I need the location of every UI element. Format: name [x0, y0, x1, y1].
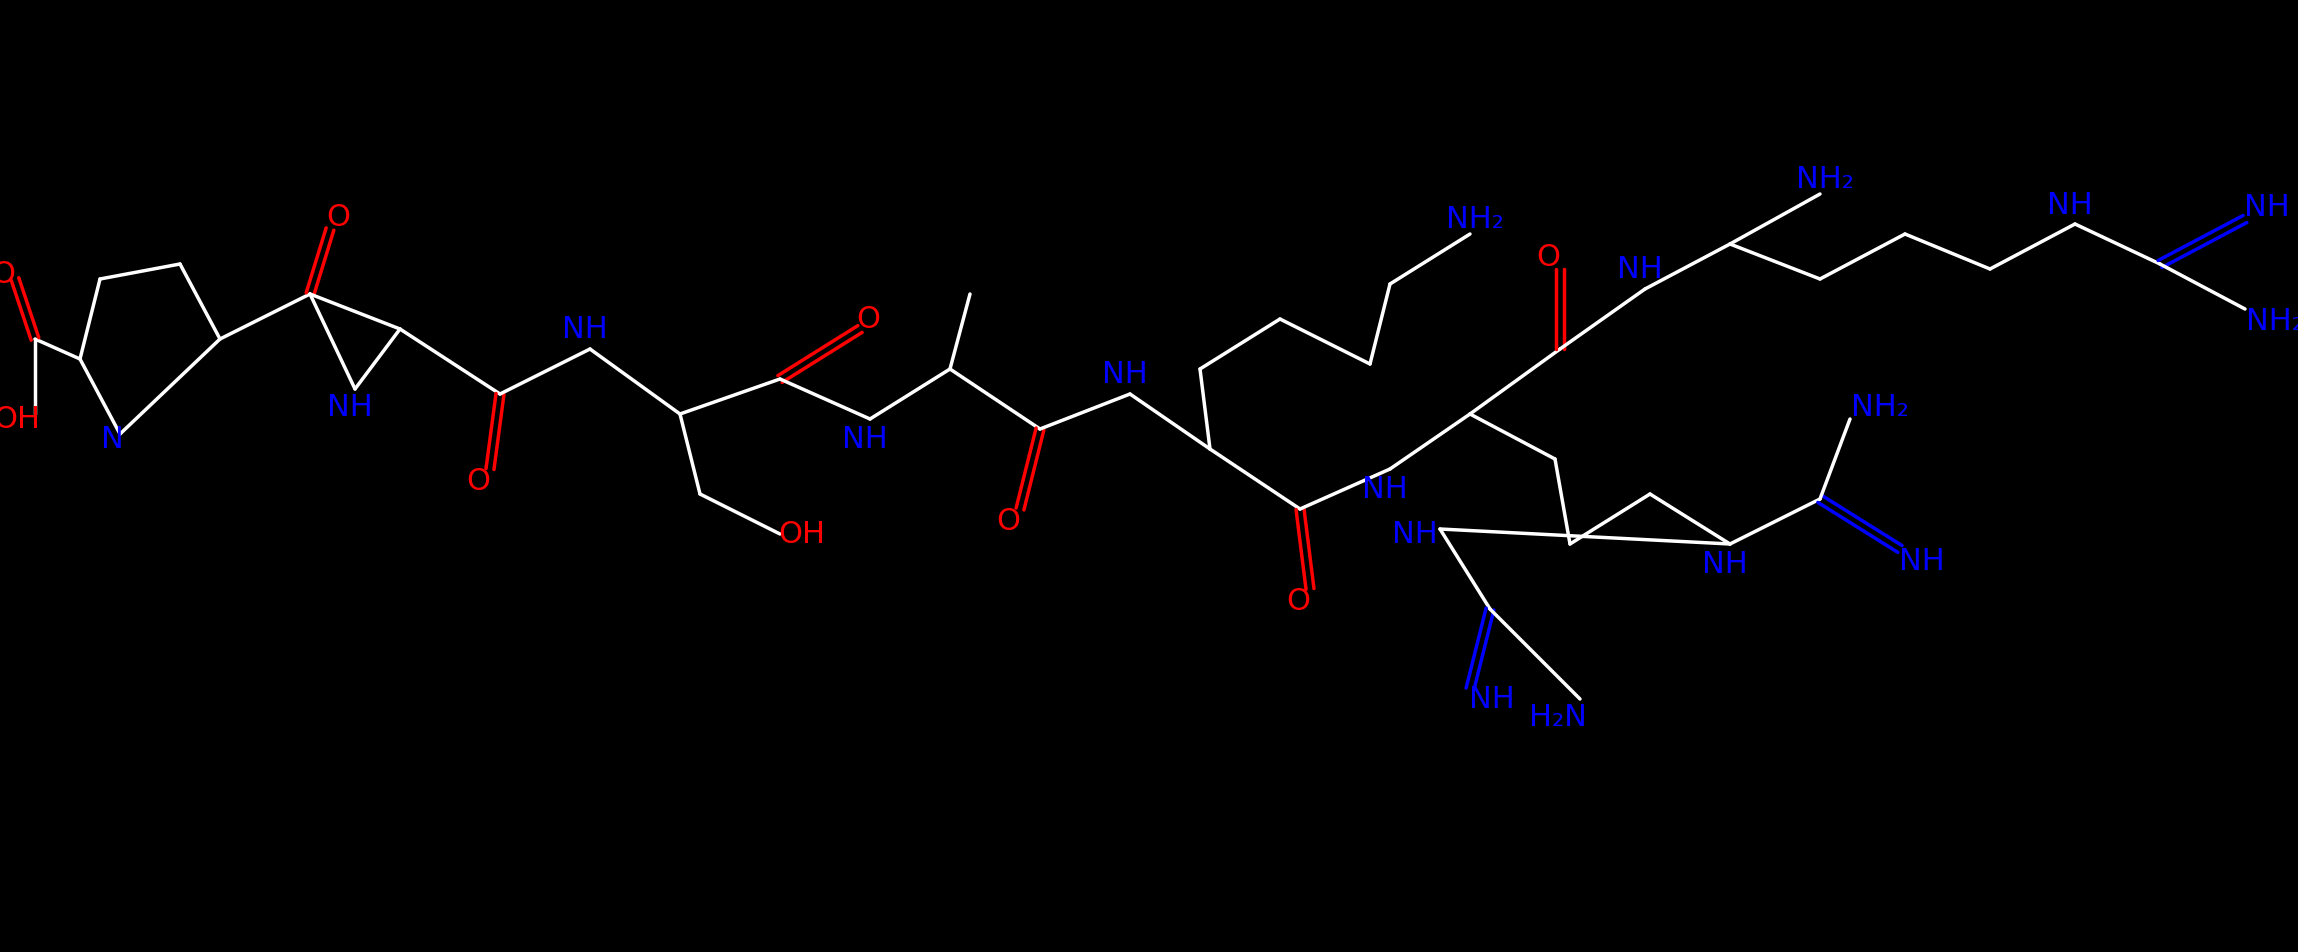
- Text: OH: OH: [0, 405, 41, 434]
- Text: NH: NH: [2048, 190, 2093, 219]
- Text: O: O: [466, 467, 489, 496]
- Text: N: N: [101, 425, 124, 454]
- Text: NH₂: NH₂: [1797, 166, 1854, 194]
- Text: O: O: [1287, 586, 1310, 616]
- Text: NH: NH: [1898, 547, 1944, 576]
- Text: O: O: [855, 306, 880, 334]
- Text: NH₂: NH₂: [1852, 393, 1910, 422]
- Text: NH: NH: [326, 393, 372, 422]
- Text: NH: NH: [1703, 550, 1749, 579]
- Text: NH: NH: [1618, 255, 1664, 285]
- Text: NH₂: NH₂: [2245, 307, 2298, 336]
- Text: NH: NH: [2245, 193, 2289, 222]
- Text: O: O: [326, 204, 349, 232]
- Text: O: O: [1535, 244, 1560, 272]
- Text: NH: NH: [1363, 475, 1409, 504]
- Text: NH: NH: [1103, 360, 1149, 389]
- Text: NH: NH: [1393, 520, 1439, 549]
- Text: NH: NH: [841, 425, 887, 454]
- Text: H₂N: H₂N: [1528, 703, 1588, 732]
- Text: NH: NH: [563, 315, 609, 344]
- Text: O: O: [995, 507, 1020, 536]
- Text: OH: OH: [779, 520, 825, 549]
- Text: NH: NH: [1468, 684, 1514, 714]
- Text: NH₂: NH₂: [1445, 206, 1503, 234]
- Text: O: O: [0, 260, 16, 289]
